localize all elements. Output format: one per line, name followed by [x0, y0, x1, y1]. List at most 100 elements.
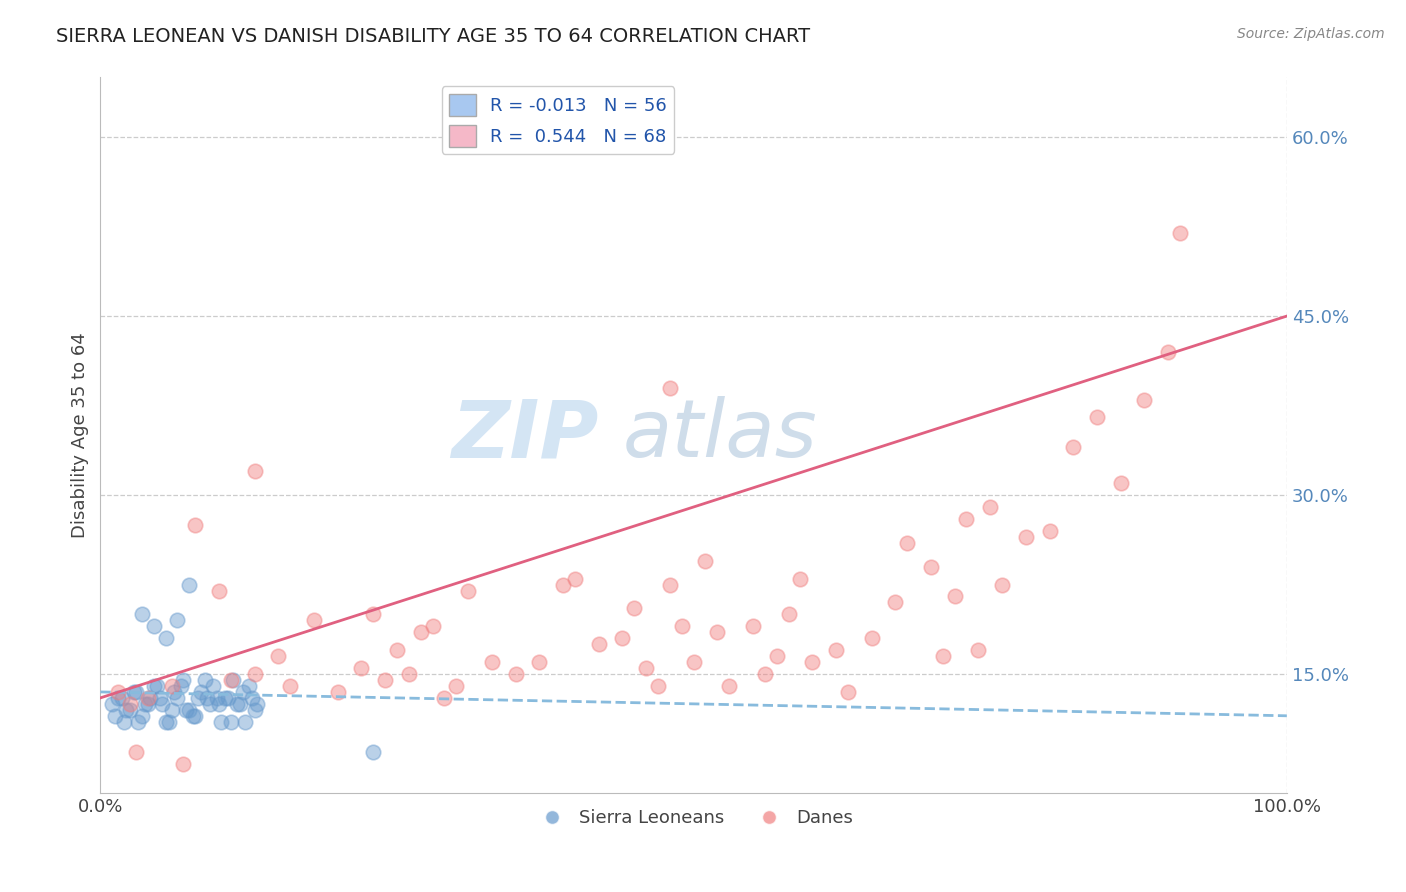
Point [136, 697, 159, 711]
Point [179, 703, 201, 717]
Point [115, 703, 138, 717]
Point [142, 679, 165, 693]
Point [218, 690, 240, 705]
Point [658, 577, 681, 591]
Point [658, 381, 681, 395]
Point [1133, 392, 1156, 407]
Point [278, 679, 301, 693]
Point [246, 697, 269, 711]
Point [765, 649, 787, 664]
Point [718, 679, 741, 693]
Point [155, 632, 177, 646]
Point [233, 714, 256, 729]
Point [243, 464, 266, 478]
Point [198, 697, 221, 711]
Point [326, 685, 349, 699]
Point [112, 714, 135, 729]
Point [172, 756, 194, 771]
Point [682, 655, 704, 669]
Legend: Sierra Leoneans, Danes: Sierra Leoneans, Danes [527, 802, 860, 834]
Point [184, 517, 207, 532]
Point [920, 559, 942, 574]
Point [398, 667, 420, 681]
Point [209, 714, 232, 729]
Point [1038, 524, 1060, 538]
Point [433, 690, 456, 705]
Point [801, 655, 824, 669]
Point [706, 625, 728, 640]
Point [422, 619, 444, 633]
Point [551, 577, 574, 591]
Point [1168, 226, 1191, 240]
Point [149, 690, 172, 705]
Point [457, 583, 479, 598]
Point [107, 685, 129, 699]
Point [208, 697, 231, 711]
Point [174, 703, 197, 717]
Point [374, 673, 396, 687]
Point [131, 607, 153, 622]
Point [361, 745, 384, 759]
Point [943, 590, 966, 604]
Point [155, 714, 177, 729]
Point [612, 632, 634, 646]
Point [127, 714, 149, 729]
Point [166, 690, 188, 705]
Point [190, 685, 212, 699]
Point [160, 679, 183, 693]
Point [409, 625, 432, 640]
Point [267, 649, 290, 664]
Point [505, 667, 527, 681]
Point [172, 673, 194, 687]
Point [481, 655, 503, 669]
Point [166, 613, 188, 627]
Point [187, 690, 209, 705]
Point [219, 714, 242, 729]
Point [979, 500, 1001, 514]
Point [179, 577, 201, 591]
Point [754, 667, 776, 681]
Point [1015, 530, 1038, 544]
Point [1085, 410, 1108, 425]
Point [136, 690, 159, 705]
Point [125, 685, 148, 699]
Point [134, 697, 156, 711]
Point [205, 690, 228, 705]
Point [222, 673, 245, 687]
Point [225, 697, 247, 711]
Point [1157, 344, 1180, 359]
Point [636, 661, 658, 675]
Point [623, 601, 645, 615]
Point [884, 595, 907, 609]
Point [529, 655, 551, 669]
Point [163, 685, 186, 699]
Point [825, 643, 848, 657]
Point [588, 637, 610, 651]
Point [118, 697, 141, 711]
Point [1062, 440, 1084, 454]
Point [229, 697, 252, 711]
Point [170, 679, 193, 693]
Point [103, 708, 125, 723]
Point [742, 619, 765, 633]
Point [446, 679, 468, 693]
Point [107, 690, 129, 705]
Point [160, 703, 183, 717]
Point [150, 697, 173, 711]
Point [146, 679, 169, 693]
Point [181, 708, 204, 723]
Point [932, 649, 955, 664]
Point [302, 613, 325, 627]
Point [361, 607, 384, 622]
Point [967, 643, 990, 657]
Point [243, 667, 266, 681]
Point [139, 690, 162, 705]
Point [778, 607, 800, 622]
Point [142, 619, 165, 633]
Point [240, 690, 263, 705]
Point [385, 643, 408, 657]
Point [860, 632, 883, 646]
Y-axis label: Disability Age 35 to 64: Disability Age 35 to 64 [72, 333, 89, 538]
Point [202, 679, 225, 693]
Point [238, 679, 260, 693]
